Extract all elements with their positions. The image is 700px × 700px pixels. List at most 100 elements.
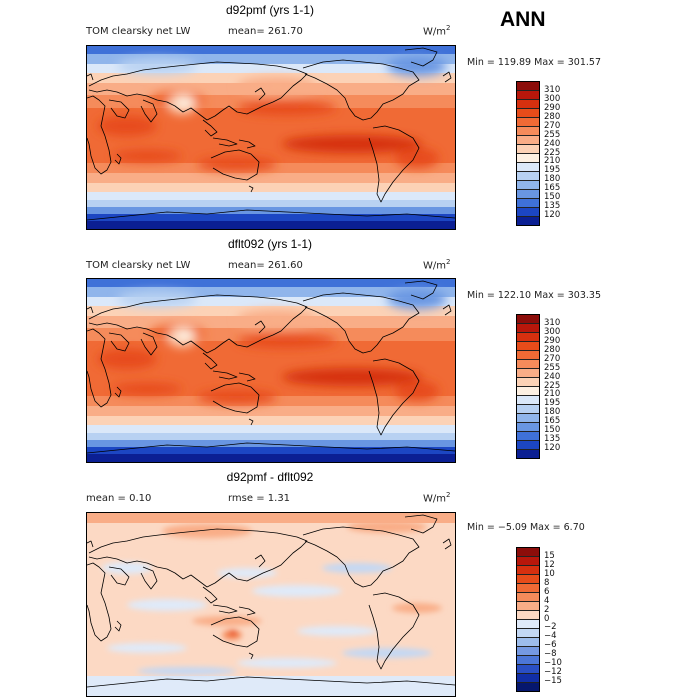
colorbar-tick-label: −10 (544, 658, 562, 669)
colorbar-tick-label: 165 (544, 416, 561, 427)
panel-1-mean: mean= 261.70 (228, 26, 303, 37)
colorbar-tick-label: −6 (544, 640, 557, 651)
panel-1-colorbar (516, 81, 540, 226)
panel-2-mean: mean= 261.60 (228, 260, 303, 271)
colorbar-tick-label: 10 (544, 568, 555, 579)
colorbar-swatch (517, 145, 539, 154)
colorbar-tick-label: 120 (544, 443, 561, 454)
panel-1-colorbar-labels: 310 300 290 280 270 255 240 225 210 195 180 165 150 1… (544, 81, 584, 224)
colorbar-tick-label: 255 (544, 362, 561, 373)
colorbar-tick-label: 240 (544, 371, 561, 382)
colorbar-swatch (517, 369, 539, 378)
colorbar-tick-label: 150 (544, 192, 561, 203)
colorbar-swatch (517, 557, 539, 566)
colorbar-swatch (517, 109, 539, 118)
panel-2-contour-field (87, 279, 455, 462)
colorbar-tick-label: 0 (544, 613, 550, 624)
colorbar-swatch (517, 172, 539, 181)
colorbar-tick-label: 135 (544, 434, 561, 445)
colorbar-tick-label: 180 (544, 407, 561, 418)
colorbar-swatch (517, 217, 539, 225)
colorbar-swatch (517, 333, 539, 342)
colorbar-tick-label: 15 (544, 550, 555, 561)
colorbar-swatch (517, 82, 539, 91)
colorbar-tick-label: 300 (544, 93, 561, 104)
panel-1-units: W/m2 (423, 24, 451, 38)
colorbar-swatch (517, 154, 539, 163)
colorbar-tick-label: 12 (544, 559, 555, 570)
colorbar-tick-label: 120 (544, 210, 561, 221)
colorbar-swatch (517, 181, 539, 190)
colorbar-tick-label: 300 (544, 326, 561, 337)
colorbar-tick-label: 225 (544, 380, 561, 391)
panel-3-contour-field (87, 513, 455, 696)
colorbar-tick-label: 255 (544, 129, 561, 140)
colorbar-swatch (517, 163, 539, 172)
panel-3-minmax: Min = −5.09 Max = 6.70 (467, 522, 585, 533)
colorbar-tick-label: 270 (544, 120, 561, 131)
colorbar-swatch (517, 450, 539, 458)
colorbar-tick-label: 280 (544, 344, 561, 355)
colorbar-swatch (517, 647, 539, 656)
colorbar-tick-label: 210 (544, 156, 561, 167)
panel-2-title: dflt092 (yrs 1-1) (227, 237, 313, 251)
colorbar-swatch (517, 665, 539, 674)
colorbar-swatch (517, 593, 539, 602)
panel-1-contour-field (87, 46, 455, 229)
colorbar-swatch (517, 620, 539, 629)
colorbar-tick-label: 135 (544, 201, 561, 212)
colorbar-tick-label: −2 (544, 622, 557, 633)
colorbar-swatch (517, 638, 539, 647)
colorbar-tick-label: 270 (544, 353, 561, 364)
panel-3-colorbar (516, 547, 540, 692)
colorbar-swatch (517, 441, 539, 450)
panel-3-title: d92pmf - dflt092 (226, 470, 314, 484)
panel-3-units: W/m2 (423, 491, 451, 505)
panel-2-units: W/m2 (423, 258, 451, 272)
colorbar-swatch (517, 378, 539, 387)
colorbar-swatch (517, 387, 539, 396)
colorbar-swatch (517, 575, 539, 584)
colorbar-swatch (517, 405, 539, 414)
colorbar-swatch (517, 199, 539, 208)
panel-1-map (86, 45, 456, 230)
panel-3-map-plot (87, 513, 455, 696)
colorbar-tick-label: 6 (544, 586, 550, 597)
colorbar-tick-label: 225 (544, 147, 561, 158)
colorbar-swatch (517, 548, 539, 557)
colorbar-tick-label: 310 (544, 317, 561, 328)
panel-1-map-plot (87, 46, 455, 229)
panel-2-colorbar-labels: 310 300 290 280 270 255 240 225 210 195 180 165 150 1… (544, 314, 584, 457)
colorbar-swatch (517, 342, 539, 351)
colorbar-tick-label: 195 (544, 165, 561, 176)
colorbar-swatch (517, 674, 539, 683)
panel-2-variable-label: TOM clearsky net LW (86, 260, 191, 271)
colorbar-swatch (517, 91, 539, 100)
panel-2-minmax: Min = 122.10 Max = 303.35 (467, 290, 601, 301)
colorbar-swatch (517, 656, 539, 665)
season-label: ANN (500, 8, 546, 31)
colorbar-tick-label: 210 (544, 389, 561, 400)
colorbar-swatch (517, 629, 539, 638)
colorbar-swatch (517, 584, 539, 593)
colorbar-swatch (517, 351, 539, 360)
panel-1-variable-label: TOM clearsky net LW (86, 26, 191, 37)
panel-2-colorbar (516, 314, 540, 459)
colorbar-tick-label: −15 (544, 676, 562, 687)
colorbar-swatch (517, 683, 539, 691)
colorbar-swatch (517, 315, 539, 324)
colorbar-swatch (517, 190, 539, 199)
colorbar-swatch (517, 127, 539, 136)
colorbar-tick-label: 2 (544, 604, 550, 615)
colorbar-swatch (517, 396, 539, 405)
colorbar-tick-label: 4 (544, 595, 550, 606)
colorbar-tick-label: 8 (544, 577, 550, 588)
colorbar-tick-label: −4 (544, 631, 557, 642)
colorbar-tick-label: 290 (544, 102, 561, 113)
colorbar-tick-label: 240 (544, 138, 561, 149)
colorbar-tick-label: 310 (544, 84, 561, 95)
colorbar-swatch (517, 324, 539, 333)
panel-2-map (86, 278, 456, 463)
panel-3-mean: mean = 0.10 (86, 493, 152, 504)
colorbar-swatch (517, 208, 539, 217)
